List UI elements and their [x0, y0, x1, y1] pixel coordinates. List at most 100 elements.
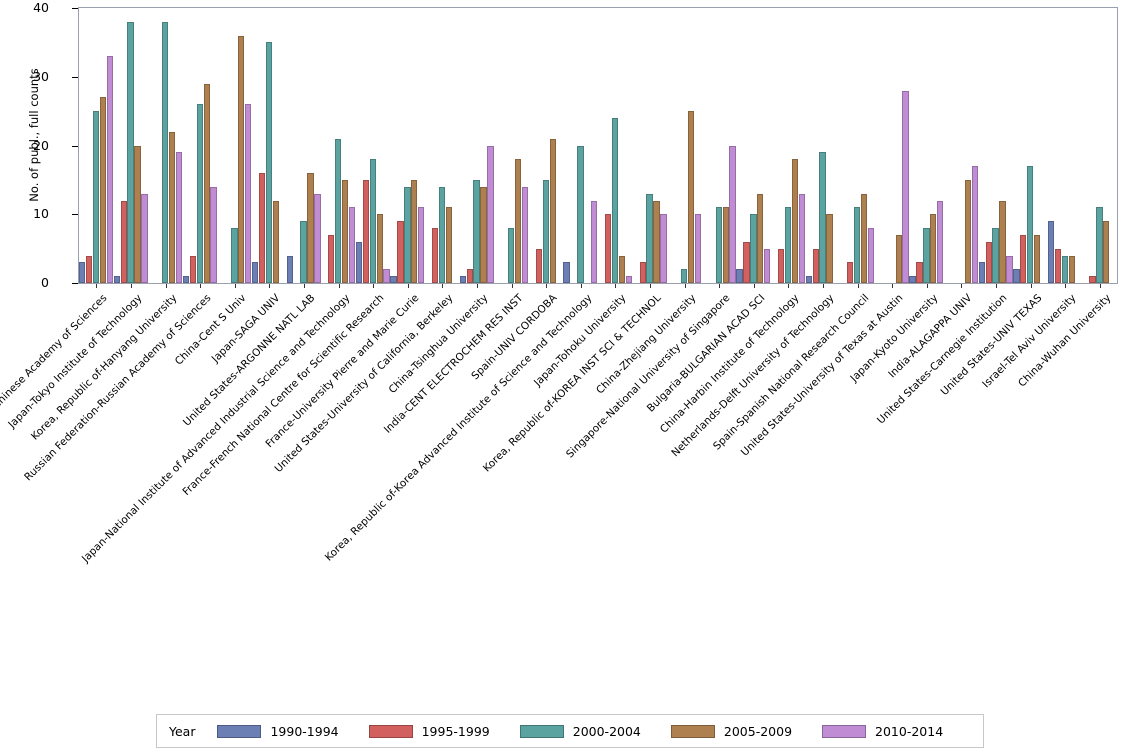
bar — [141, 193, 148, 283]
x-tick-mark — [857, 284, 859, 288]
bar — [860, 193, 868, 283]
bar — [992, 228, 999, 283]
bar-group — [79, 8, 114, 283]
bar — [79, 262, 86, 283]
x-tick-mark — [96, 284, 98, 288]
bar — [362, 179, 370, 283]
bar — [383, 269, 390, 283]
bar — [508, 228, 515, 283]
legend-item-label: 2005-2009 — [723, 723, 793, 739]
bar — [238, 35, 245, 283]
bar — [542, 179, 549, 283]
legend-items: 1990-1994 1995-1999 2000-2004 2005-2009 2010… — [217, 724, 973, 739]
bar — [210, 186, 217, 283]
legend-item-label: 1990-1994 — [270, 723, 339, 739]
bar — [300, 221, 307, 283]
x-tick-label: China-Tsinghua University — [386, 292, 491, 397]
bar — [764, 248, 771, 283]
x-tick-label: Singapore-National University of Singapo… — [564, 292, 733, 461]
x-tick-mark — [1030, 284, 1032, 288]
bar — [348, 207, 356, 283]
bar — [445, 207, 453, 283]
bar — [777, 248, 785, 283]
bar-group — [598, 8, 633, 283]
y-tick-mark — [72, 283, 78, 284]
y-tick-label: 40 — [33, 0, 49, 15]
x-tick-mark — [1099, 284, 1101, 288]
bar — [604, 214, 612, 283]
legend-item[interactable]: 1995-1999 — [368, 724, 490, 739]
bar — [618, 255, 626, 283]
bar-group — [494, 8, 529, 283]
bar — [196, 104, 203, 283]
x-tick-label: China-Chinese Academy of Sciences — [0, 292, 110, 436]
bar — [722, 207, 729, 283]
bar — [1068, 255, 1075, 283]
x-tick-mark — [407, 284, 409, 288]
bar — [466, 269, 473, 283]
bar — [909, 276, 916, 283]
bar — [646, 193, 653, 283]
bar — [694, 214, 702, 283]
bar-group — [1013, 8, 1048, 283]
bar — [355, 241, 363, 283]
x-tick-mark — [719, 284, 721, 288]
x-tick-label: Japan-Tokyo Institute of Technology — [5, 292, 145, 431]
bar — [812, 248, 819, 283]
x-tick-label: United States-Carnegie Institution — [874, 292, 1010, 427]
x-tick-label: India-CENT ELECTROCHEM RES INST — [381, 292, 525, 436]
legend-item[interactable]: 2000-2004 — [519, 724, 641, 739]
bar — [473, 179, 480, 283]
bar — [314, 193, 321, 283]
y-tick-label: 20 — [33, 137, 49, 153]
x-tick-mark — [822, 284, 824, 288]
bar — [916, 262, 923, 283]
bar — [85, 255, 93, 283]
legend-item[interactable]: 2010-2014 — [822, 724, 943, 739]
legend-color-swatch — [217, 724, 262, 738]
legend-item[interactable]: 1990-1994 — [217, 723, 339, 739]
bar — [376, 214, 383, 283]
bar — [847, 262, 854, 283]
bar — [106, 56, 114, 283]
x-tick-mark — [476, 284, 478, 288]
bar — [549, 138, 556, 283]
bar — [438, 186, 446, 283]
x-tick-label: Spain-Spanish National Research Council — [710, 292, 871, 453]
bar — [999, 200, 1006, 283]
x-tick-mark — [961, 284, 963, 288]
x-tick-label: United States-UNIV TEXAS — [937, 292, 1044, 398]
x-tick-mark — [1065, 284, 1067, 288]
bar — [1061, 255, 1068, 283]
x-tick-mark — [580, 284, 582, 288]
bar — [411, 179, 418, 283]
bar-group — [355, 8, 391, 283]
bar — [1006, 255, 1013, 283]
bar — [252, 262, 259, 283]
x-tick-mark — [546, 284, 548, 288]
bar — [902, 90, 909, 283]
bar — [404, 186, 411, 283]
bar-group — [252, 8, 287, 283]
bar — [535, 248, 543, 283]
legend-item[interactable]: 2005-2009 — [670, 723, 793, 739]
bar — [563, 262, 570, 283]
bar — [867, 228, 875, 283]
bar-group — [1082, 8, 1117, 283]
bar — [487, 145, 494, 283]
x-tick-mark — [303, 284, 305, 288]
bar-group — [909, 8, 944, 283]
bar — [1013, 269, 1020, 283]
bar — [937, 200, 944, 283]
x-tick-mark — [788, 284, 790, 288]
bar — [272, 200, 280, 283]
x-tick-label: United States-ARGONNE NATL LAB — [180, 292, 318, 429]
bar — [286, 255, 293, 283]
bar-group — [425, 8, 460, 283]
bar — [1103, 221, 1110, 283]
bar — [971, 166, 979, 283]
x-tick-label: Bulgaria-BULGARIAN ACAD SCI — [644, 292, 768, 415]
bar — [1089, 276, 1096, 283]
x-tick-mark — [615, 284, 617, 288]
bar-group — [875, 8, 910, 283]
